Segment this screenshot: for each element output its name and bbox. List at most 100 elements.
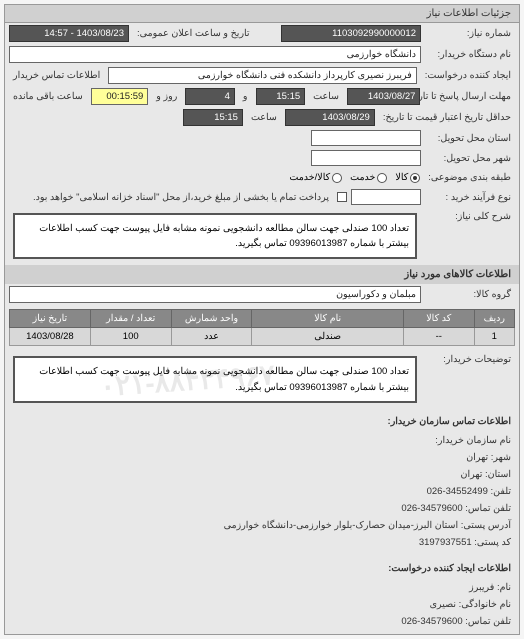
row-desc: شرح کلی نیاز: تعداد 100 صندلی جهت سالن م…	[5, 207, 519, 265]
deadline-date-field: 1403/08/27	[347, 88, 420, 105]
radio-goods[interactable]: کالا	[395, 172, 420, 183]
cell-code: --	[403, 328, 474, 346]
remain-time-field: 00:15:59	[91, 88, 149, 105]
group-label: گروه کالا:	[425, 287, 515, 302]
contact-label: اطلاعات تماس خریدار	[9, 68, 104, 83]
time-label-2: ساعت	[247, 110, 281, 125]
c2-phone-label: تلفن تماس:	[465, 616, 511, 627]
validity-label: حداقل تاریخ اعتبار قیمت تا تاریخ:	[379, 110, 515, 125]
desc-label: شرح کلی نیاز:	[425, 209, 515, 224]
payment-checkbox[interactable]	[337, 192, 347, 202]
need-details-panel: جزئیات اطلاعات نیاز شماره نیاز: 11030929…	[4, 4, 520, 635]
col-name: نام کالا	[252, 310, 404, 328]
radio-dot-icon	[332, 173, 342, 183]
contact-org-title: اطلاعات تماس سازمان خریدار:	[13, 413, 511, 430]
c1-fax: 026-34579600	[401, 503, 462, 514]
radio-service[interactable]: خدمت	[350, 172, 387, 183]
buyer-note-text: تعداد 100 صندلی جهت سالن مطالعه دانشجویی…	[13, 356, 417, 402]
row-deadline: مهلت ارسال پاسخ تا تاریخ: 1403/08/27 ساع…	[5, 86, 519, 107]
goods-section-title: اطلاعات کالاهای مورد نیاز	[5, 265, 519, 284]
cell-qty: 100	[90, 328, 171, 346]
row-org: نام دستگاه خریدار: دانشگاه خوارزمی	[5, 44, 519, 65]
province-field	[311, 130, 421, 146]
panel-title: جزئیات اطلاعات نیاز	[5, 5, 519, 23]
c2-phone: 026-34579600	[401, 616, 462, 627]
creator-label: ایجاد کننده درخواست:	[421, 68, 515, 83]
c2-lname-label: نام خانوادگی:	[459, 599, 511, 610]
creator-field: فریبرز نصیری کارپرداز دانشکده فنی دانشگا…	[108, 67, 417, 84]
days-field: 4	[185, 88, 235, 105]
validity-date-field: 1403/08/29	[285, 109, 375, 126]
col-unit: واحد شمارش	[171, 310, 252, 328]
datetime-field: 1403/08/23 - 14:57	[9, 25, 129, 42]
col-qty: تعداد / مقدار	[90, 310, 171, 328]
row-group: گروه کالا: مبلمان و دکوراسیون	[5, 284, 519, 305]
row-city: شهر محل تحویل:	[5, 148, 519, 168]
radio-both[interactable]: کالا/خدمت	[289, 172, 342, 183]
radio-dot-icon	[410, 173, 420, 183]
category-label: طبقه بندی موضوعی:	[424, 170, 515, 185]
org-field: دانشگاه خوارزمی	[9, 46, 421, 63]
req-no-label: شماره نیاز:	[425, 26, 515, 41]
c1-province: تهران	[466, 452, 488, 463]
table-header-row: ردیف کد کالا نام کالا واحد شمارش تعداد /…	[10, 310, 515, 328]
radio-both-label: کالا/خدمت	[289, 172, 330, 183]
group-field: مبلمان و دکوراسیون	[9, 286, 421, 303]
desc-text: تعداد 100 صندلی جهت سالن مطالعه دانشجویی…	[13, 213, 417, 259]
c2-name: فریبرز	[469, 582, 494, 593]
cell-name: صندلی	[252, 328, 404, 346]
c1-postal-label: کد پستی:	[474, 537, 511, 548]
contact-creator-block: اطلاعات ایجاد کننده درخواست: نام: فریبرز…	[5, 556, 519, 634]
c2-lname: نصیری	[430, 599, 456, 610]
province-label: استان محل تحویل:	[425, 131, 515, 146]
c1-province-label: شهر:	[491, 452, 511, 463]
process-field	[351, 189, 421, 205]
c2-name-label: نام:	[497, 582, 511, 593]
req-no-field: 1103092990000012	[281, 25, 421, 42]
row-validity: حداقل تاریخ اعتبار قیمت تا تاریخ: 1403/0…	[5, 107, 519, 128]
row-category: طبقه بندی موضوعی: کالا خدمت کالا/خدمت	[5, 168, 519, 187]
contact-org-block: اطلاعات تماس سازمان خریدار: نام سازمان خ…	[5, 409, 519, 556]
row-creator: ایجاد کننده درخواست: فریبرز نصیری کارپرد…	[5, 65, 519, 86]
remain-suffix: ساعت باقی مانده	[9, 89, 87, 104]
and-label: و	[239, 89, 252, 104]
radio-service-label: خدمت	[350, 172, 375, 183]
cell-unit: عدد	[171, 328, 252, 346]
goods-table: ردیف کد کالا نام کالا واحد شمارش تعداد /…	[9, 309, 515, 346]
col-index: ردیف	[474, 310, 514, 328]
c1-org-label: نام سازمان خریدار:	[435, 435, 511, 446]
cell-date: 1403/08/28	[10, 328, 91, 346]
table-row[interactable]: 1 -- صندلی عدد 100 1403/08/28	[10, 328, 515, 346]
c1-city-label: استان:	[485, 469, 511, 480]
remain-label: روز و	[152, 89, 181, 104]
c1-postal: 3197937551	[419, 537, 472, 548]
city-label: شهر محل تحویل:	[425, 151, 515, 166]
contact-creator-title: اطلاعات ایجاد کننده درخواست:	[13, 560, 511, 577]
deadline-time-field: 15:15	[256, 88, 306, 105]
c1-addr: استان البرز-میدان حصارک-بلوار خوارزمی-دا…	[224, 520, 459, 531]
radio-dot-icon	[377, 173, 387, 183]
payment-note: پرداخت تمام یا بخشی از مبلغ خرید،از محل …	[29, 190, 333, 205]
c1-fax-label: تلفن تماس:	[465, 503, 511, 514]
row-process: نوع فرآیند خرید : پرداخت تمام یا بخشی از…	[5, 187, 519, 207]
deadline-label: مهلت ارسال پاسخ تا تاریخ:	[424, 89, 515, 104]
c1-phone: 026-34552499	[427, 486, 488, 497]
validity-time-field: 15:15	[183, 109, 243, 126]
org-label: نام دستگاه خریدار:	[425, 47, 515, 62]
col-date: تاریخ نیاز	[10, 310, 91, 328]
time-label-1: ساعت	[309, 89, 343, 104]
category-radio-group: کالا خدمت کالا/خدمت	[289, 172, 420, 183]
c1-phone-label: تلفن:	[491, 486, 511, 497]
city-field	[311, 150, 421, 166]
buyer-note-label: توضیحات خریدار:	[425, 352, 515, 367]
process-label: نوع فرآیند خرید :	[425, 190, 515, 205]
radio-goods-label: کالا	[395, 172, 408, 183]
row-buyer-note: توضیحات خریدار: تعداد 100 صندلی جهت سالن…	[5, 350, 519, 408]
row-req-no: شماره نیاز: 1103092990000012 تاریخ و ساع…	[5, 23, 519, 44]
datetime-label: تاریخ و ساعت اعلان عمومی:	[133, 26, 254, 41]
c1-city: تهران	[460, 469, 482, 480]
col-code: کد کالا	[403, 310, 474, 328]
c1-addr-label: آدرس پستی:	[461, 520, 511, 531]
cell-index: 1	[474, 328, 514, 346]
row-province: استان محل تحویل:	[5, 128, 519, 148]
